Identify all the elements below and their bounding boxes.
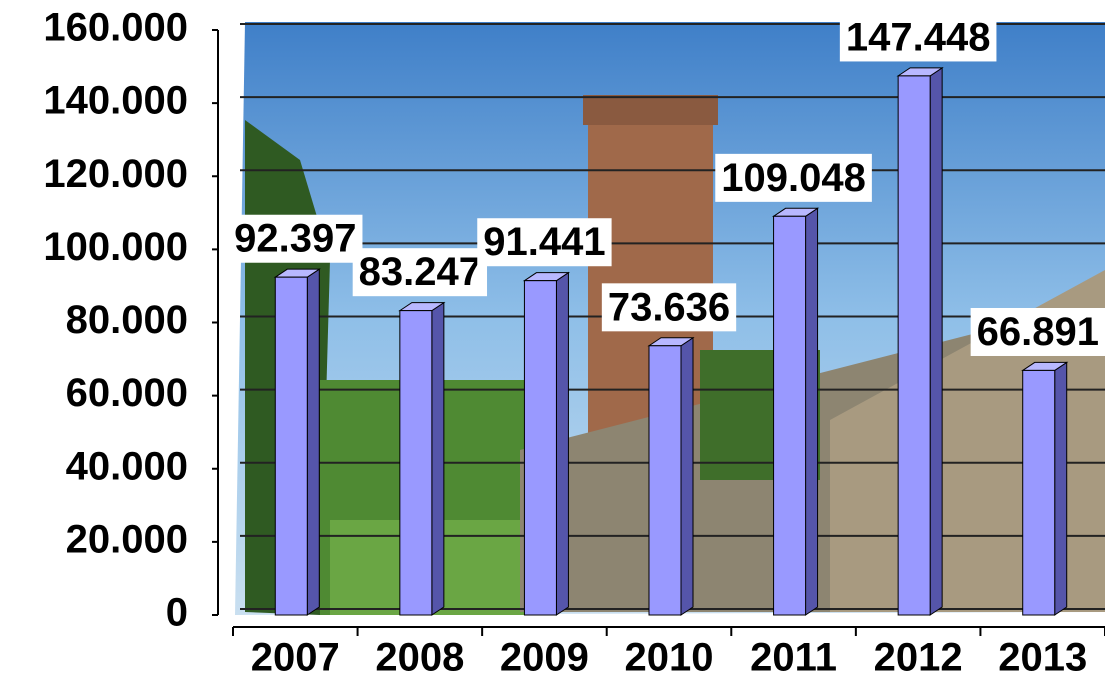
y-tick-label: 80.000 <box>66 298 188 342</box>
labels: 2007 92.397 2008 83.247 2009 91.441 2010 73.636… <box>228 13 1105 680</box>
value-label-box <box>477 218 612 267</box>
bar <box>648 345 682 616</box>
bars <box>273 66 1069 616</box>
value-label-box <box>715 153 872 202</box>
bar-side <box>929 66 943 616</box>
bar-side <box>680 336 694 616</box>
bar-side <box>431 301 445 616</box>
bar-side <box>306 268 320 616</box>
y-tick-label: 60.000 <box>66 371 188 415</box>
value-label-box <box>228 214 363 263</box>
y-tick-label: 100.000 <box>43 225 188 269</box>
y-tick-label: 0 <box>166 591 188 635</box>
x-tick-label: 2008 <box>375 636 464 680</box>
bar-side <box>1054 361 1068 616</box>
bar-side <box>805 207 819 616</box>
value-label-box <box>839 13 997 62</box>
bar-side <box>555 271 569 616</box>
y-tick-label: 120.000 <box>43 152 188 196</box>
x-tick-label: 2007 <box>251 636 340 680</box>
value-label: 73.636 <box>608 285 730 329</box>
value-label: 66.891 <box>977 310 1099 354</box>
value-label-box <box>970 307 1105 356</box>
value-label-box <box>601 283 737 332</box>
bar <box>274 276 308 616</box>
y-tick-label: 40.000 <box>66 444 188 488</box>
y-tick-label: 160.000 <box>43 6 188 50</box>
x-tick-label: 2009 <box>500 636 589 680</box>
x-tick-label: 2012 <box>874 636 963 680</box>
value-label-box <box>352 248 488 297</box>
bar <box>773 215 807 616</box>
value-label: 92.397 <box>234 217 356 261</box>
value-label: 147.448 <box>846 15 991 59</box>
value-label: 109.048 <box>721 156 866 200</box>
value-label: 91.441 <box>483 220 605 264</box>
x-tick-label: 2011 <box>750 636 837 680</box>
bar <box>523 280 557 616</box>
x-tick-label: 2010 <box>625 636 714 680</box>
bar <box>897 75 931 616</box>
bar <box>1022 369 1056 616</box>
y-tick-label: 20.000 <box>66 517 188 561</box>
y-tick-label: 140.000 <box>43 79 188 123</box>
x-tick-label: 2013 <box>998 636 1087 680</box>
value-label: 83.247 <box>359 250 481 294</box>
bar <box>399 310 433 616</box>
